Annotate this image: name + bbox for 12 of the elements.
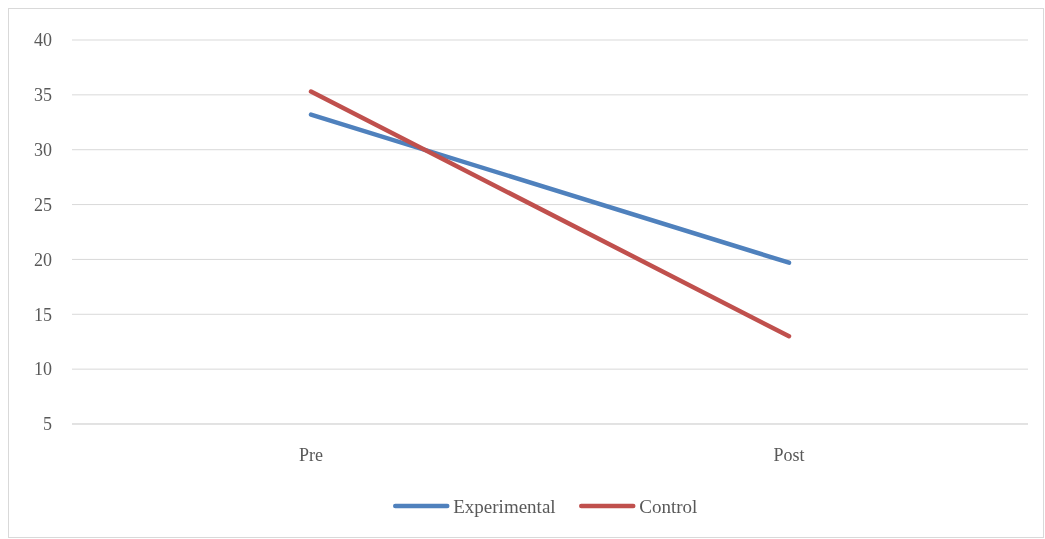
y-tick-label: 25 [34,194,52,215]
x-tick-label: Pre [299,445,323,465]
y-tick-label: 15 [34,304,52,325]
y-tick-label: 20 [34,249,52,270]
x-tick-label: Post [773,445,805,465]
y-tick-label: 10 [34,359,52,380]
legend-label: Experimental [453,495,556,517]
y-tick-label: 35 [34,85,52,106]
y-tick-label: 40 [34,30,52,51]
y-tick-label: 5 [43,414,52,435]
legend-label: Control [639,495,698,517]
y-tick-label: 30 [34,140,52,161]
